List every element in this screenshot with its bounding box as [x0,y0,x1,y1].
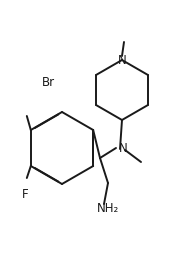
Text: F: F [22,187,29,200]
Text: N: N [119,141,128,154]
Text: NH₂: NH₂ [97,201,119,214]
Text: Br: Br [42,75,55,88]
Text: N: N [118,54,126,67]
